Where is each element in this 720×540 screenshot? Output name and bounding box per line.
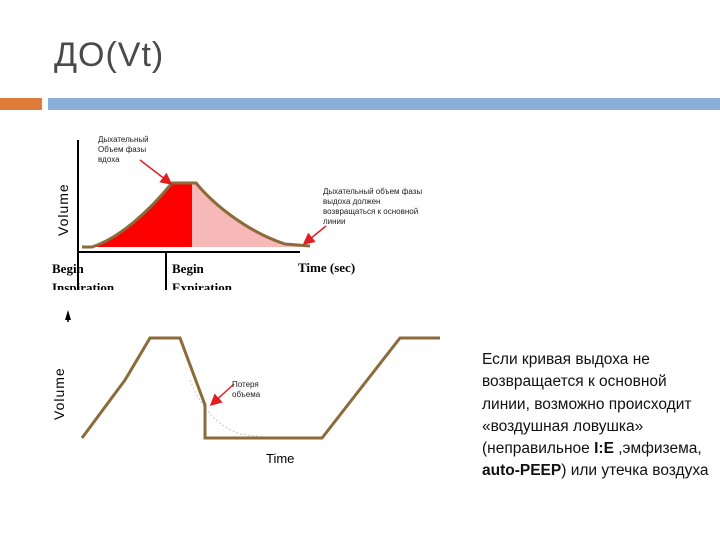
title-rule-bar bbox=[48, 98, 720, 110]
explanation-text-part3: ) или утечка воздуха bbox=[561, 462, 709, 480]
expiration-area bbox=[192, 183, 300, 247]
title-accent-bar bbox=[0, 98, 42, 110]
expiratory-annotation-arrow bbox=[302, 225, 327, 245]
top-volume-curve bbox=[82, 181, 311, 249]
slide-title: ДО(Vt) bbox=[54, 36, 165, 74]
explanation-bold-autopeep: auto-PEEP bbox=[482, 462, 562, 480]
inspiratory-volume-annotation: Дыхательный Объем фазы вдоха bbox=[98, 135, 149, 164]
bottom-x-axis-label: Time bbox=[266, 451, 294, 466]
begin-inspiration-label-line1: Begin bbox=[52, 261, 85, 276]
volume-loss-arrow bbox=[209, 383, 235, 407]
begin-expiration-label-line1: Begin bbox=[172, 261, 205, 276]
explanation-text-part1: Если кривая выдоха не возвращается к осн… bbox=[482, 351, 692, 458]
expected-return-dotted-curve bbox=[189, 379, 271, 439]
explanation-bold-ie: I:E bbox=[594, 440, 614, 458]
top-x-axis-label: Time (sec) bbox=[298, 260, 355, 275]
bottom-volume-chart: Volume Time bbox=[51, 310, 440, 466]
explanation-text: Если кривая выдоха не возвращается к осн… bbox=[482, 349, 718, 483]
bottom-volume-curve bbox=[80, 336, 440, 440]
explanation-text-part2: ,эмфизема, bbox=[613, 440, 702, 458]
top-y-axis-label: Volume bbox=[55, 183, 71, 236]
volume-loss-annotation: Потеря объема bbox=[232, 380, 261, 399]
bottom-y-axis-label: Volume bbox=[51, 367, 67, 420]
inspiratory-annotation-arrow bbox=[139, 159, 173, 185]
expiratory-volume-annotation: Дыхательный объем фазы выдоха должен воз… bbox=[323, 187, 423, 226]
bottom-y-axis-arrow bbox=[65, 310, 71, 320]
